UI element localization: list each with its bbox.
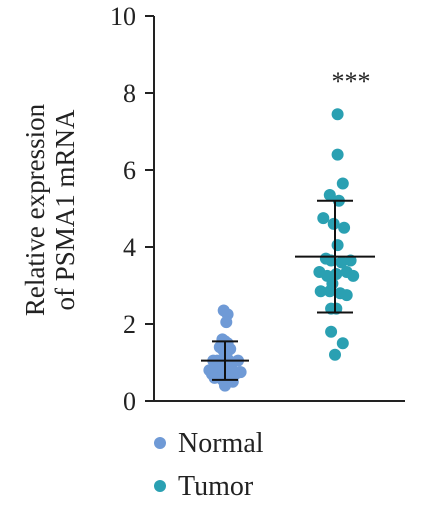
y-axis-ticks: 0 2 4 6 8 10 <box>110 2 154 416</box>
y-axis-title-line-2: of PSMA1 mRNA <box>50 109 80 311</box>
data-point-tumor <box>338 221 351 234</box>
data-point-tumor <box>331 148 344 161</box>
legend-label-tumor: Tumor <box>178 471 254 502</box>
y-tick: 2 <box>123 310 154 339</box>
error-bars <box>201 199 375 381</box>
data-point-tumor <box>330 268 343 280</box>
data-point-tumor <box>317 212 330 225</box>
data-point-tumor <box>323 285 336 298</box>
legend-item-normal: Normal <box>154 428 264 459</box>
legend-label-normal: Normal <box>178 428 264 459</box>
data-point-tumor <box>331 108 344 121</box>
data-point-tumor <box>336 337 349 350</box>
data-point-tumor <box>347 269 360 282</box>
y-tick: 10 <box>110 2 154 31</box>
y-tick-label: 6 <box>123 156 136 185</box>
data-point-tumor <box>335 256 348 269</box>
y-tick: 8 <box>123 79 154 108</box>
y-tick: 6 <box>123 156 154 185</box>
data-point-tumor <box>340 289 353 302</box>
data-points <box>203 108 360 392</box>
y-tick-label: 2 <box>123 310 136 339</box>
data-point-tumor <box>323 189 336 201</box>
y-axis-title: Relative expression of PSMA1 mRNA <box>20 103 80 316</box>
significance-label: *** <box>332 67 371 96</box>
data-point-tumor <box>325 325 338 338</box>
data-point-normal <box>219 379 231 392</box>
y-tick-label: 8 <box>123 79 136 108</box>
y-axis-title-line-1: Relative expression <box>20 103 50 316</box>
y-tick: 0 <box>123 387 154 416</box>
legend: Normal Tumor <box>154 428 264 502</box>
y-tick-label: 4 <box>123 233 136 262</box>
legend-item-tumor: Tumor <box>154 471 254 502</box>
data-point-tumor <box>327 217 340 230</box>
data-point-tumor <box>336 177 349 190</box>
y-tick-label: 0 <box>123 387 136 416</box>
y-tick: 4 <box>123 233 154 262</box>
data-point-tumor <box>329 348 341 361</box>
legend-marker-tumor <box>154 480 166 492</box>
legend-marker-normal <box>154 437 166 449</box>
data-point-tumor <box>331 239 344 252</box>
data-point-tumor <box>314 285 327 298</box>
data-point-normal <box>220 316 233 329</box>
y-tick-label: 10 <box>110 2 136 31</box>
